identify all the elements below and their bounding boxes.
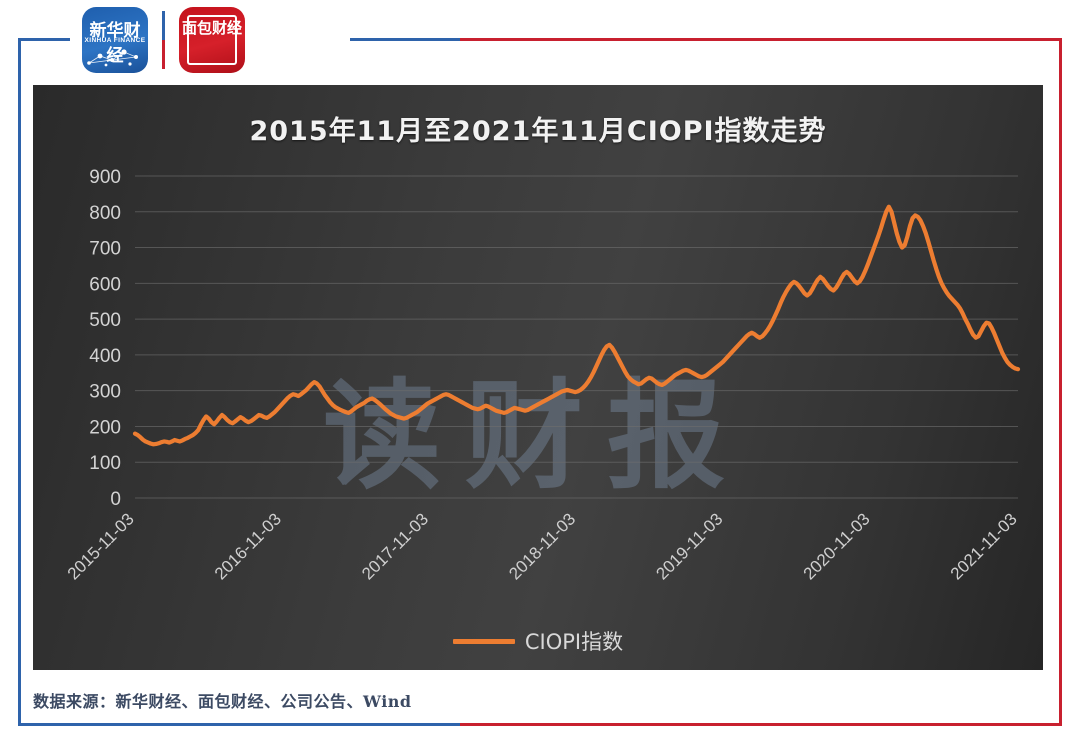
xinhua-finance-logo: 新华财经 XINHUA FINANCE [82, 7, 148, 73]
svg-text:2017-11-03: 2017-11-03 [358, 509, 432, 583]
logo-divider [162, 11, 165, 69]
data-source-note: 数据来源：新华财经、面包财经、公司公告、Wind [33, 692, 412, 711]
svg-text:600: 600 [89, 274, 121, 295]
network-icon [87, 49, 138, 67]
svg-text:500: 500 [89, 310, 121, 331]
svg-text:2016-11-03: 2016-11-03 [211, 509, 285, 583]
svg-text:2020-11-03: 2020-11-03 [800, 509, 874, 583]
svg-text:2015-11-03: 2015-11-03 [64, 509, 138, 583]
chart-title: 2015年11月至2021年11月CIOPI指数走势 [249, 116, 827, 147]
svg-text:700: 700 [89, 239, 121, 260]
y-axis-tick-labels: 0 100 200 300 400 500 600 700 800 900 [89, 167, 121, 510]
brand-logos: 新华财经 XINHUA FINANCE 面包财经 [82, 6, 245, 74]
legend-label-ciopi: CIOPI指数 [524, 630, 624, 654]
chart-legend[interactable]: CIOPI指数 [33, 626, 1043, 656]
svg-text:2021-11-03: 2021-11-03 [947, 509, 1021, 583]
gridlines [135, 175, 1018, 499]
svg-text:400: 400 [89, 346, 121, 367]
svg-text:0: 0 [110, 489, 121, 510]
xinhua-logo-en: XINHUA FINANCE [84, 37, 146, 44]
mianbao-finance-logo: 面包财经 [179, 7, 245, 73]
svg-text:2019-11-03: 2019-11-03 [652, 509, 726, 583]
svg-text:100: 100 [89, 453, 121, 474]
svg-text:300: 300 [89, 382, 121, 403]
chart-panel: 2015年11月至2021年11月CIOPI指数走势 读财报 0 100 200 30… [33, 85, 1043, 670]
x-axis-tick-labels: 2015-11-03 2016-11-03 2017-11-03 2018-11-03… [64, 509, 1021, 583]
svg-text:200: 200 [89, 417, 121, 438]
svg-text:800: 800 [89, 203, 121, 224]
data-series-group [132, 204, 1021, 447]
svg-text:2018-11-03: 2018-11-03 [505, 509, 579, 583]
legend-swatch-ciopi [452, 638, 515, 644]
svg-text:900: 900 [89, 167, 121, 188]
watermark-text: 读财报 [323, 367, 750, 505]
mianbao-logo-cn: 面包财经 [181, 19, 242, 37]
